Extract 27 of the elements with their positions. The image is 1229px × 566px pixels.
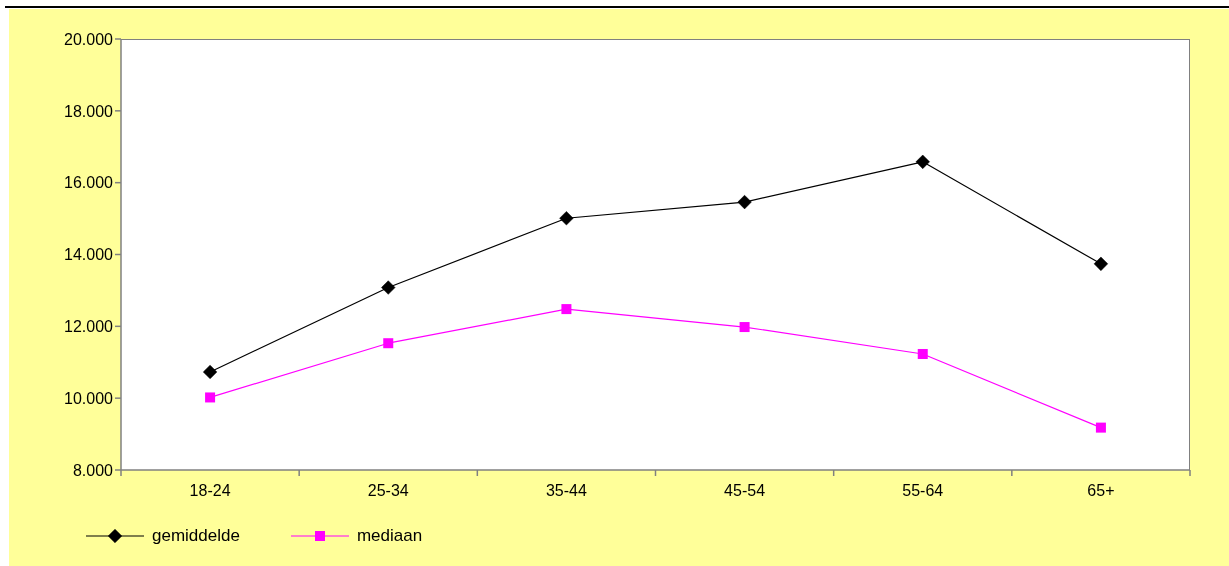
point [737, 194, 752, 210]
point [917, 348, 928, 359]
point [739, 322, 750, 333]
y-tick-label: 20.000 [64, 30, 114, 48]
point [915, 154, 930, 169]
x-tick-label: 35-44 [545, 482, 587, 499]
point [561, 304, 572, 315]
x-tick-label: 25-34 [367, 482, 409, 499]
legend-label: mediaan [356, 526, 423, 546]
x-tick-label: 45-54 [724, 482, 766, 499]
x-tick-label: 55-64 [902, 482, 944, 499]
y-tick-label: 12.000 [64, 318, 114, 336]
x-tick-label: 65+ [1087, 482, 1115, 499]
point [203, 364, 218, 380]
point [381, 280, 396, 295]
y-tick-label: 8.000 [72, 461, 114, 479]
legend-label: gemiddelde [152, 526, 240, 546]
point [1093, 256, 1108, 271]
y-tick-label: 10.000 [64, 389, 114, 407]
y-tick-label: 18.000 [64, 102, 114, 120]
point [1095, 422, 1106, 433]
x-tick-label: 18-24 [189, 482, 231, 499]
point [559, 211, 574, 226]
y-tick-label: 16.000 [64, 174, 114, 192]
y-tick-label: 14.000 [64, 246, 114, 264]
point [205, 392, 216, 403]
point [383, 338, 394, 349]
